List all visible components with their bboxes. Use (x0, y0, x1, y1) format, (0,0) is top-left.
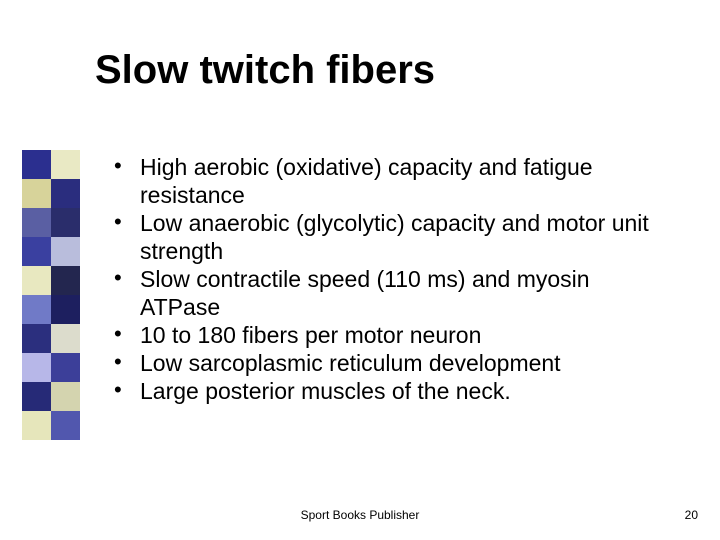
list-item: Slow contractile speed (110 ms) and myos… (110, 265, 670, 321)
decor-square (22, 266, 51, 295)
slide-body: High aerobic (oxidative) capacity and fa… (110, 153, 670, 405)
decor-square (22, 179, 51, 208)
decor-square (51, 266, 80, 295)
bullet-list: High aerobic (oxidative) capacity and fa… (110, 153, 670, 405)
decor-square (22, 382, 51, 411)
decor-square (22, 150, 51, 179)
decor-square (22, 295, 51, 324)
list-item: Low anaerobic (glycolytic) capacity and … (110, 209, 670, 265)
list-item: 10 to 180 fibers per motor neuron (110, 321, 670, 349)
slide: Slow twitch fibers High aerobic (oxidati… (0, 0, 720, 540)
decor-square (51, 179, 80, 208)
decor-square (51, 295, 80, 324)
decor-square (51, 382, 80, 411)
decor-square (51, 411, 80, 440)
page-number: 20 (685, 508, 698, 522)
decor-square (51, 208, 80, 237)
decor-square (22, 324, 51, 353)
decor-square (22, 411, 51, 440)
decor-square (22, 353, 51, 382)
decor-square (22, 237, 51, 266)
decor-square (51, 237, 80, 266)
list-item: High aerobic (oxidative) capacity and fa… (110, 153, 670, 209)
footer-text: Sport Books Publisher (0, 508, 720, 522)
decor-square (22, 208, 51, 237)
decor-square (51, 324, 80, 353)
list-item: Large posterior muscles of the neck. (110, 377, 670, 405)
slide-title: Slow twitch fibers (95, 48, 435, 93)
decor-squares (22, 150, 82, 450)
decor-square (51, 150, 80, 179)
decor-square (51, 353, 80, 382)
list-item: Low sarcoplasmic reticulum development (110, 349, 670, 377)
